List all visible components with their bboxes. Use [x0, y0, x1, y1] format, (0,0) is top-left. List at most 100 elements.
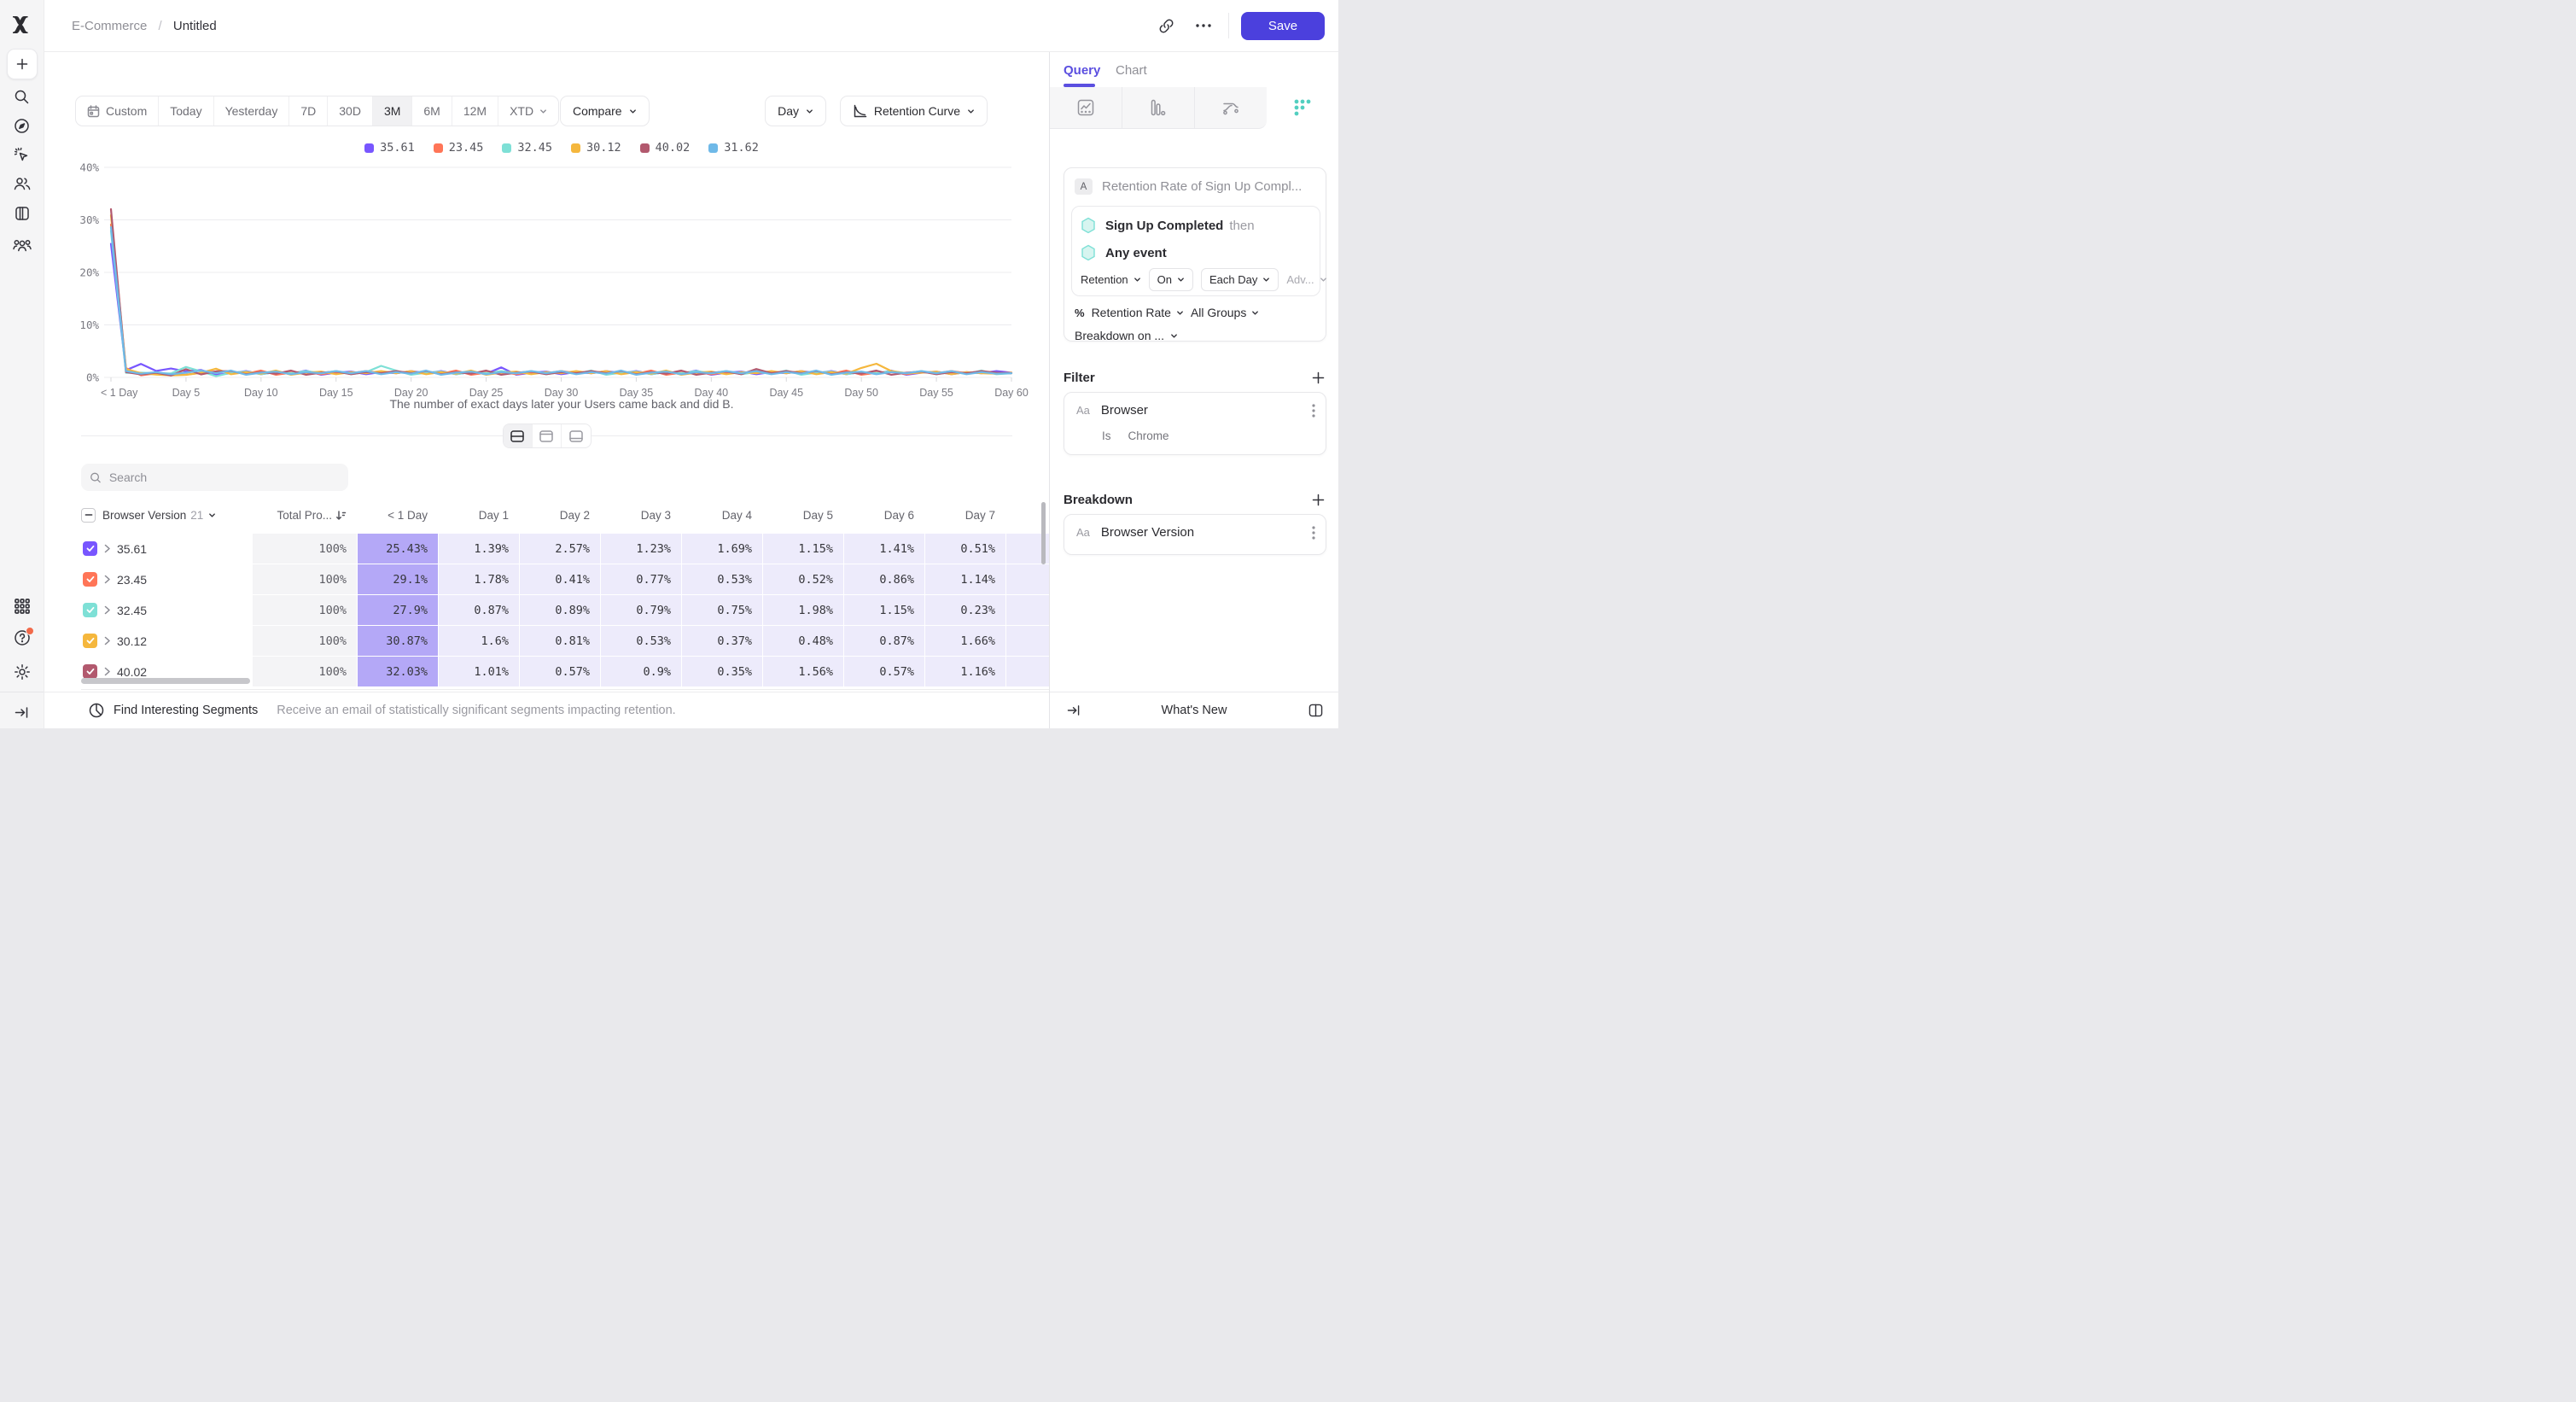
cell-day6[interactable]: 0.57% [844, 657, 924, 686]
toggle-panel-button[interactable] [1308, 704, 1323, 717]
date-range-12m[interactable]: 12M [452, 96, 499, 126]
series-line-30.12[interactable] [109, 213, 1013, 377]
cell-day8[interactable]: 1.1% [1006, 595, 1049, 625]
cell-day5[interactable]: 1.15% [763, 534, 843, 564]
row-checkbox[interactable] [83, 541, 97, 556]
cell-day6[interactable]: 1.41% [844, 534, 924, 564]
groups-dropdown[interactable]: All Groups [1191, 306, 1259, 319]
copy-link-button[interactable] [1153, 13, 1179, 38]
cell-day2[interactable]: 0.81% [520, 626, 600, 656]
cell-day2[interactable]: 0.57% [520, 657, 600, 686]
column-header[interactable]: Day 7 [965, 508, 995, 522]
create-new-button[interactable] [6, 49, 38, 79]
column-header[interactable]: Day 2 [559, 508, 590, 522]
expand-row-chevron[interactable] [103, 544, 111, 553]
cell-day1[interactable]: 1.39% [439, 534, 519, 564]
advanced-dropdown[interactable]: Adv... [1286, 273, 1326, 286]
report-type-retention[interactable] [1267, 87, 1338, 129]
breakdown-on-dropdown[interactable]: Breakdown on ... [1075, 329, 1178, 342]
cell-total[interactable]: 100% [253, 564, 357, 594]
date-range-6m[interactable]: 6M [412, 96, 452, 126]
column-header-total[interactable]: Total Pro... [253, 509, 357, 522]
cell-day7[interactable]: 1.14% [925, 564, 1005, 594]
column-header[interactable]: < 1 Day [388, 508, 428, 522]
filter-operator[interactable]: Is [1102, 429, 1111, 442]
legend-item[interactable]: 30.12 [571, 141, 621, 155]
search-input[interactable] [108, 470, 340, 484]
report-type-flows[interactable] [1195, 87, 1267, 129]
expand-row-chevron[interactable] [103, 636, 111, 646]
mixpanel-logo[interactable] [7, 9, 38, 40]
table-horizontal-scrollbar[interactable] [81, 678, 250, 684]
cell-day3[interactable]: 0.79% [601, 595, 681, 625]
cell-day4[interactable]: 0.35% [682, 657, 762, 686]
cell-day2[interactable]: 0.89% [520, 595, 600, 625]
cell-day7[interactable]: 1.66% [925, 626, 1005, 656]
cell-day4[interactable]: 0.75% [682, 595, 762, 625]
chart-type-button[interactable]: Retention Curve [839, 96, 988, 126]
cell-total[interactable]: 100% [253, 626, 357, 656]
metric-dropdown[interactable]: Retention Rate [1092, 306, 1184, 319]
cell-day4[interactable]: 1.69% [682, 534, 762, 564]
breakdown-menu-button[interactable] [1312, 525, 1315, 540]
expand-row-chevron[interactable] [103, 667, 111, 676]
sidebar-item-help[interactable] [7, 622, 38, 653]
row-label[interactable]: 35.61 [117, 541, 148, 556]
report-type-insights[interactable] [1050, 87, 1122, 129]
cell-day4[interactable]: 0.37% [682, 626, 762, 656]
layout-chart-button[interactable] [533, 424, 562, 447]
breadcrumb-project[interactable]: E-Commerce [72, 18, 148, 33]
cell-day7[interactable]: 0.23% [925, 595, 1005, 625]
row-label[interactable]: 32.45 [117, 603, 148, 617]
tab-chart[interactable]: Chart [1116, 63, 1147, 78]
select-all-checkbox[interactable] [81, 507, 96, 523]
legend-item[interactable]: 23.45 [433, 141, 483, 155]
expand-row-chevron[interactable] [103, 575, 111, 584]
cell-day3[interactable]: 0.9% [601, 657, 681, 686]
cell-day0[interactable]: 30.87% [358, 626, 438, 656]
cell-day6[interactable]: 0.86% [844, 564, 924, 594]
cell-day1[interactable]: 1.6% [439, 626, 519, 656]
layout-split-button[interactable] [503, 424, 533, 447]
column-header[interactable]: Day 5 [802, 508, 833, 522]
tab-query[interactable]: Query [1064, 63, 1101, 78]
save-button[interactable]: Save [1241, 11, 1325, 40]
find-segments-link[interactable]: Find Interesting Segments [114, 704, 259, 717]
legend-item[interactable]: 35.61 [364, 141, 415, 155]
date-range-yesterday[interactable]: Yesterday [214, 96, 290, 126]
retention-line-chart[interactable]: 0% 10% 20% 30% 40% < 1 Day Day 5 Day 10 Day 15 Da… [44, 155, 1049, 411]
column-header[interactable]: Day 4 [721, 508, 752, 522]
cell-day1[interactable]: 1.01% [439, 657, 519, 686]
series-line-32.45[interactable] [109, 230, 1013, 377]
cell-day5[interactable]: 0.48% [763, 626, 843, 656]
row-label[interactable]: 30.12 [117, 634, 148, 648]
breakdown-card[interactable]: Aa Browser Version [1064, 514, 1326, 555]
sidebar-item-search[interactable] [7, 81, 38, 112]
cell-day1[interactable]: 1.78% [439, 564, 519, 594]
bucket-dropdown[interactable]: Each Day [1201, 268, 1279, 291]
cell-day0[interactable]: 27.9% [358, 595, 438, 625]
cell-total[interactable]: 100% [253, 534, 357, 564]
layout-table-button[interactable] [562, 424, 591, 447]
legend-item[interactable]: 32.45 [502, 141, 552, 155]
chevron-down-icon[interactable] [208, 511, 216, 519]
cell-total[interactable]: 100% [253, 657, 357, 686]
cell-day3[interactable]: 0.53% [601, 626, 681, 656]
sidebar-item-users[interactable] [7, 168, 38, 199]
sidebar-item-cohorts[interactable] [7, 230, 38, 260]
table-name-header[interactable]: Browser Version [102, 508, 187, 522]
cell-day8[interactable]: 1.3% [1006, 626, 1049, 656]
sidebar-item-settings[interactable] [7, 657, 38, 687]
sidebar-item-boards[interactable] [7, 198, 38, 229]
cell-day3[interactable]: 1.23% [601, 534, 681, 564]
cell-day8[interactable]: 0.6% [1006, 657, 1049, 686]
row-label[interactable]: 23.45 [117, 572, 148, 587]
legend-item[interactable]: 40.02 [639, 141, 690, 155]
add-filter-button[interactable] [1312, 371, 1325, 384]
table-vertical-scrollbar[interactable] [1041, 502, 1046, 564]
date-range-7d[interactable]: 7D [289, 96, 329, 126]
cell-day2[interactable]: 2.57% [520, 534, 600, 564]
filter-card[interactable]: Aa Browser Is Chrome [1064, 392, 1326, 455]
cell-day5[interactable]: 0.52% [763, 564, 843, 594]
cell-total[interactable]: 100% [253, 595, 357, 625]
